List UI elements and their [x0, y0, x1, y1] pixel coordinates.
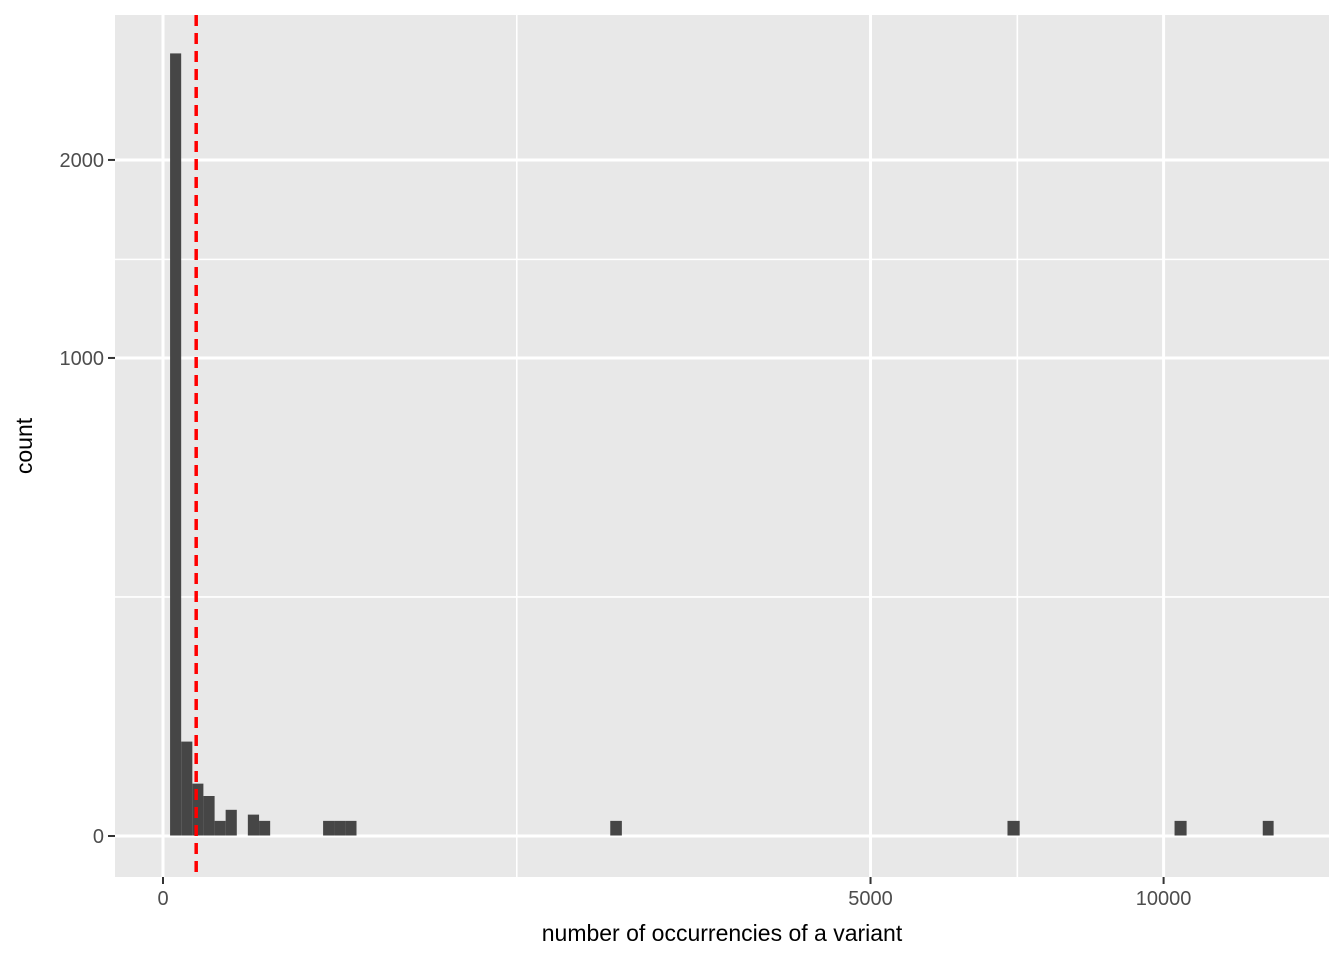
x-tick-label: 10000: [1136, 888, 1192, 910]
histogram-bar: [170, 53, 182, 836]
chart-layers: 0 5000 10000 0 1000 2000: [60, 15, 1329, 910]
y-tick-label: 2000: [60, 150, 105, 172]
histogram-bar: [225, 809, 237, 836]
y-axis-title: count: [11, 417, 37, 474]
histogram-bar: [1262, 820, 1274, 836]
histogram-bar: [247, 814, 260, 836]
x-axis-title: number of occurrencies of a variant: [542, 920, 903, 946]
x-tick-label: 0: [157, 888, 168, 910]
histogram-bar: [1007, 820, 1020, 836]
histogram-bar: [214, 820, 226, 836]
histogram-bar: [334, 820, 346, 836]
histogram-bar: [181, 741, 193, 836]
histogram-bar: [1174, 820, 1187, 836]
histogram-bar: [610, 820, 622, 836]
y-tick-label: 1000: [60, 348, 105, 370]
plot-panel: [115, 15, 1329, 877]
histogram-bar: [259, 820, 271, 836]
histogram-bar: [203, 796, 215, 836]
y-tick-label: 0: [93, 826, 104, 848]
histogram-bar: [345, 820, 357, 836]
x-tick-label: 5000: [848, 888, 893, 910]
histogram-bar: [323, 820, 335, 836]
